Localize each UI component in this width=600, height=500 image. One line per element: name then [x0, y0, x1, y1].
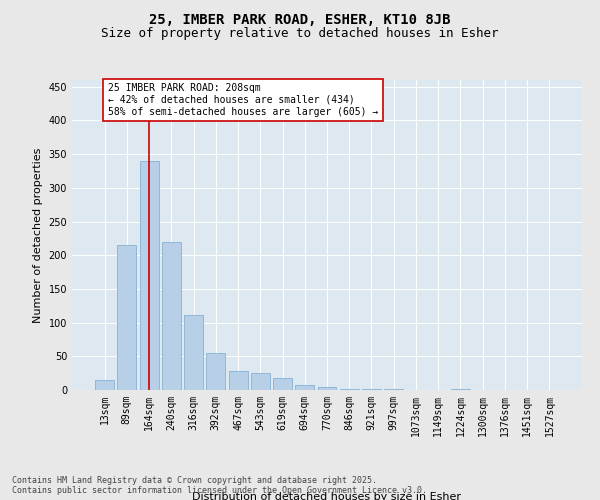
Bar — [251, 373, 270, 390]
Bar — [295, 384, 314, 390]
Bar — [184, 314, 203, 390]
Bar — [229, 371, 248, 390]
Bar — [95, 380, 114, 390]
X-axis label: Distribution of detached houses by size in Esher: Distribution of detached houses by size … — [193, 492, 461, 500]
Bar — [206, 353, 225, 390]
Bar — [317, 386, 337, 390]
Bar — [273, 378, 292, 390]
Text: 25, IMBER PARK ROAD, ESHER, KT10 8JB: 25, IMBER PARK ROAD, ESHER, KT10 8JB — [149, 12, 451, 26]
Bar — [118, 245, 136, 390]
Bar — [162, 242, 181, 390]
Text: 25 IMBER PARK ROAD: 208sqm
← 42% of detached houses are smaller (434)
58% of sem: 25 IMBER PARK ROAD: 208sqm ← 42% of deta… — [108, 84, 378, 116]
Text: Size of property relative to detached houses in Esher: Size of property relative to detached ho… — [101, 28, 499, 40]
Bar — [140, 161, 158, 390]
Text: Contains HM Land Registry data © Crown copyright and database right 2025.
Contai: Contains HM Land Registry data © Crown c… — [12, 476, 427, 495]
Y-axis label: Number of detached properties: Number of detached properties — [33, 148, 43, 322]
